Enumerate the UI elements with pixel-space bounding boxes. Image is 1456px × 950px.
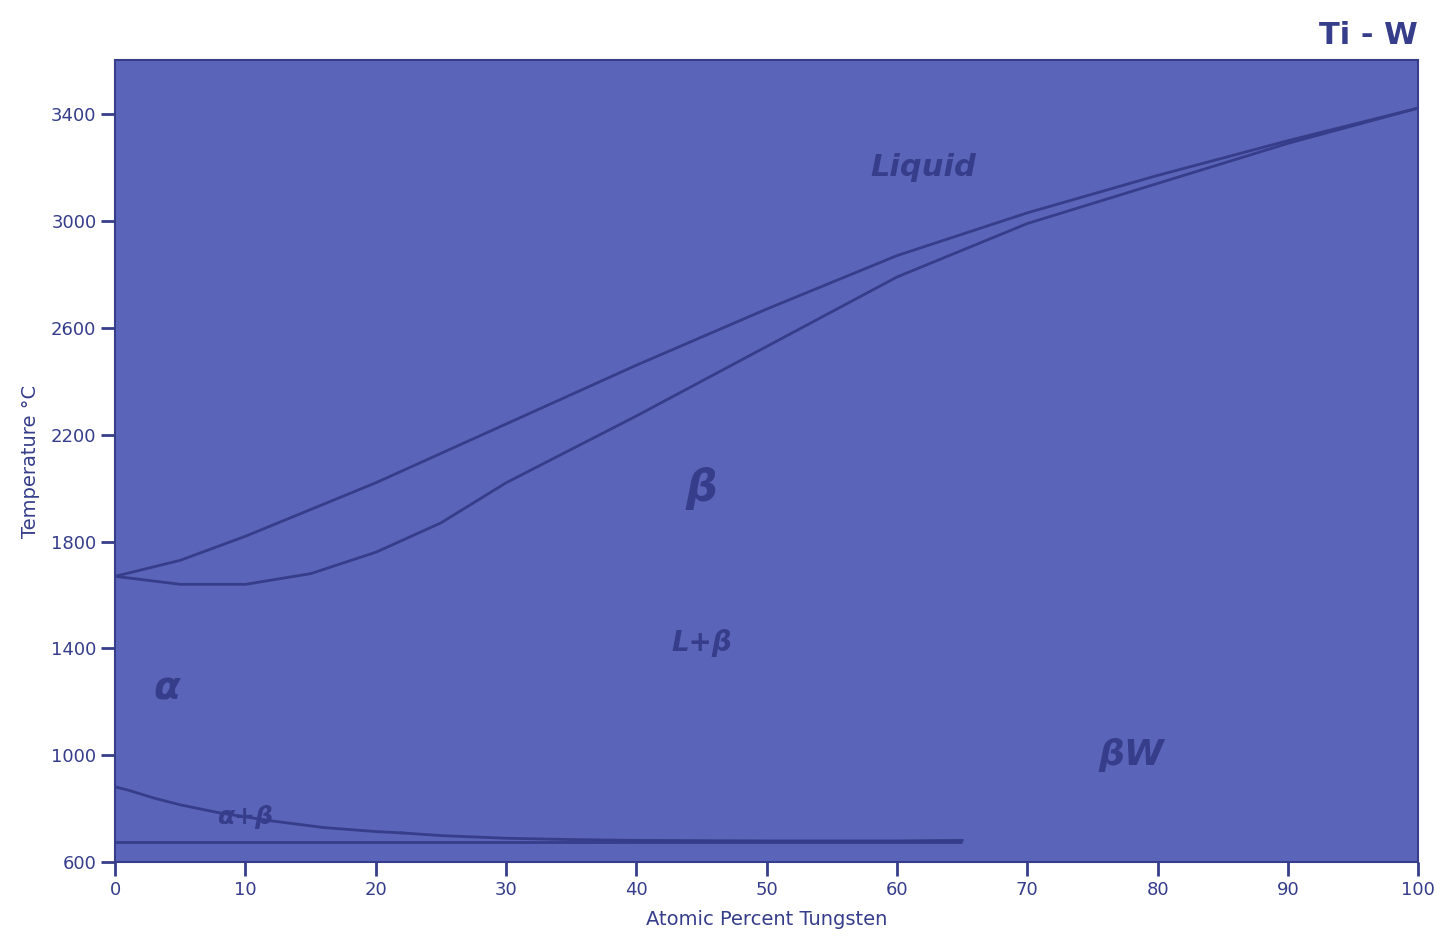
X-axis label: Atomic Percent Tungsten: Atomic Percent Tungsten [646,910,887,929]
Text: Ti - W: Ti - W [1319,21,1418,49]
Text: α: α [154,670,181,708]
Text: α+β: α+β [217,805,274,828]
Y-axis label: Temperature °C: Temperature °C [20,385,39,538]
Text: βW: βW [1099,738,1165,772]
Text: L+β: L+β [671,629,732,657]
Text: Liquid: Liquid [871,153,976,181]
Text: β: β [686,466,718,509]
